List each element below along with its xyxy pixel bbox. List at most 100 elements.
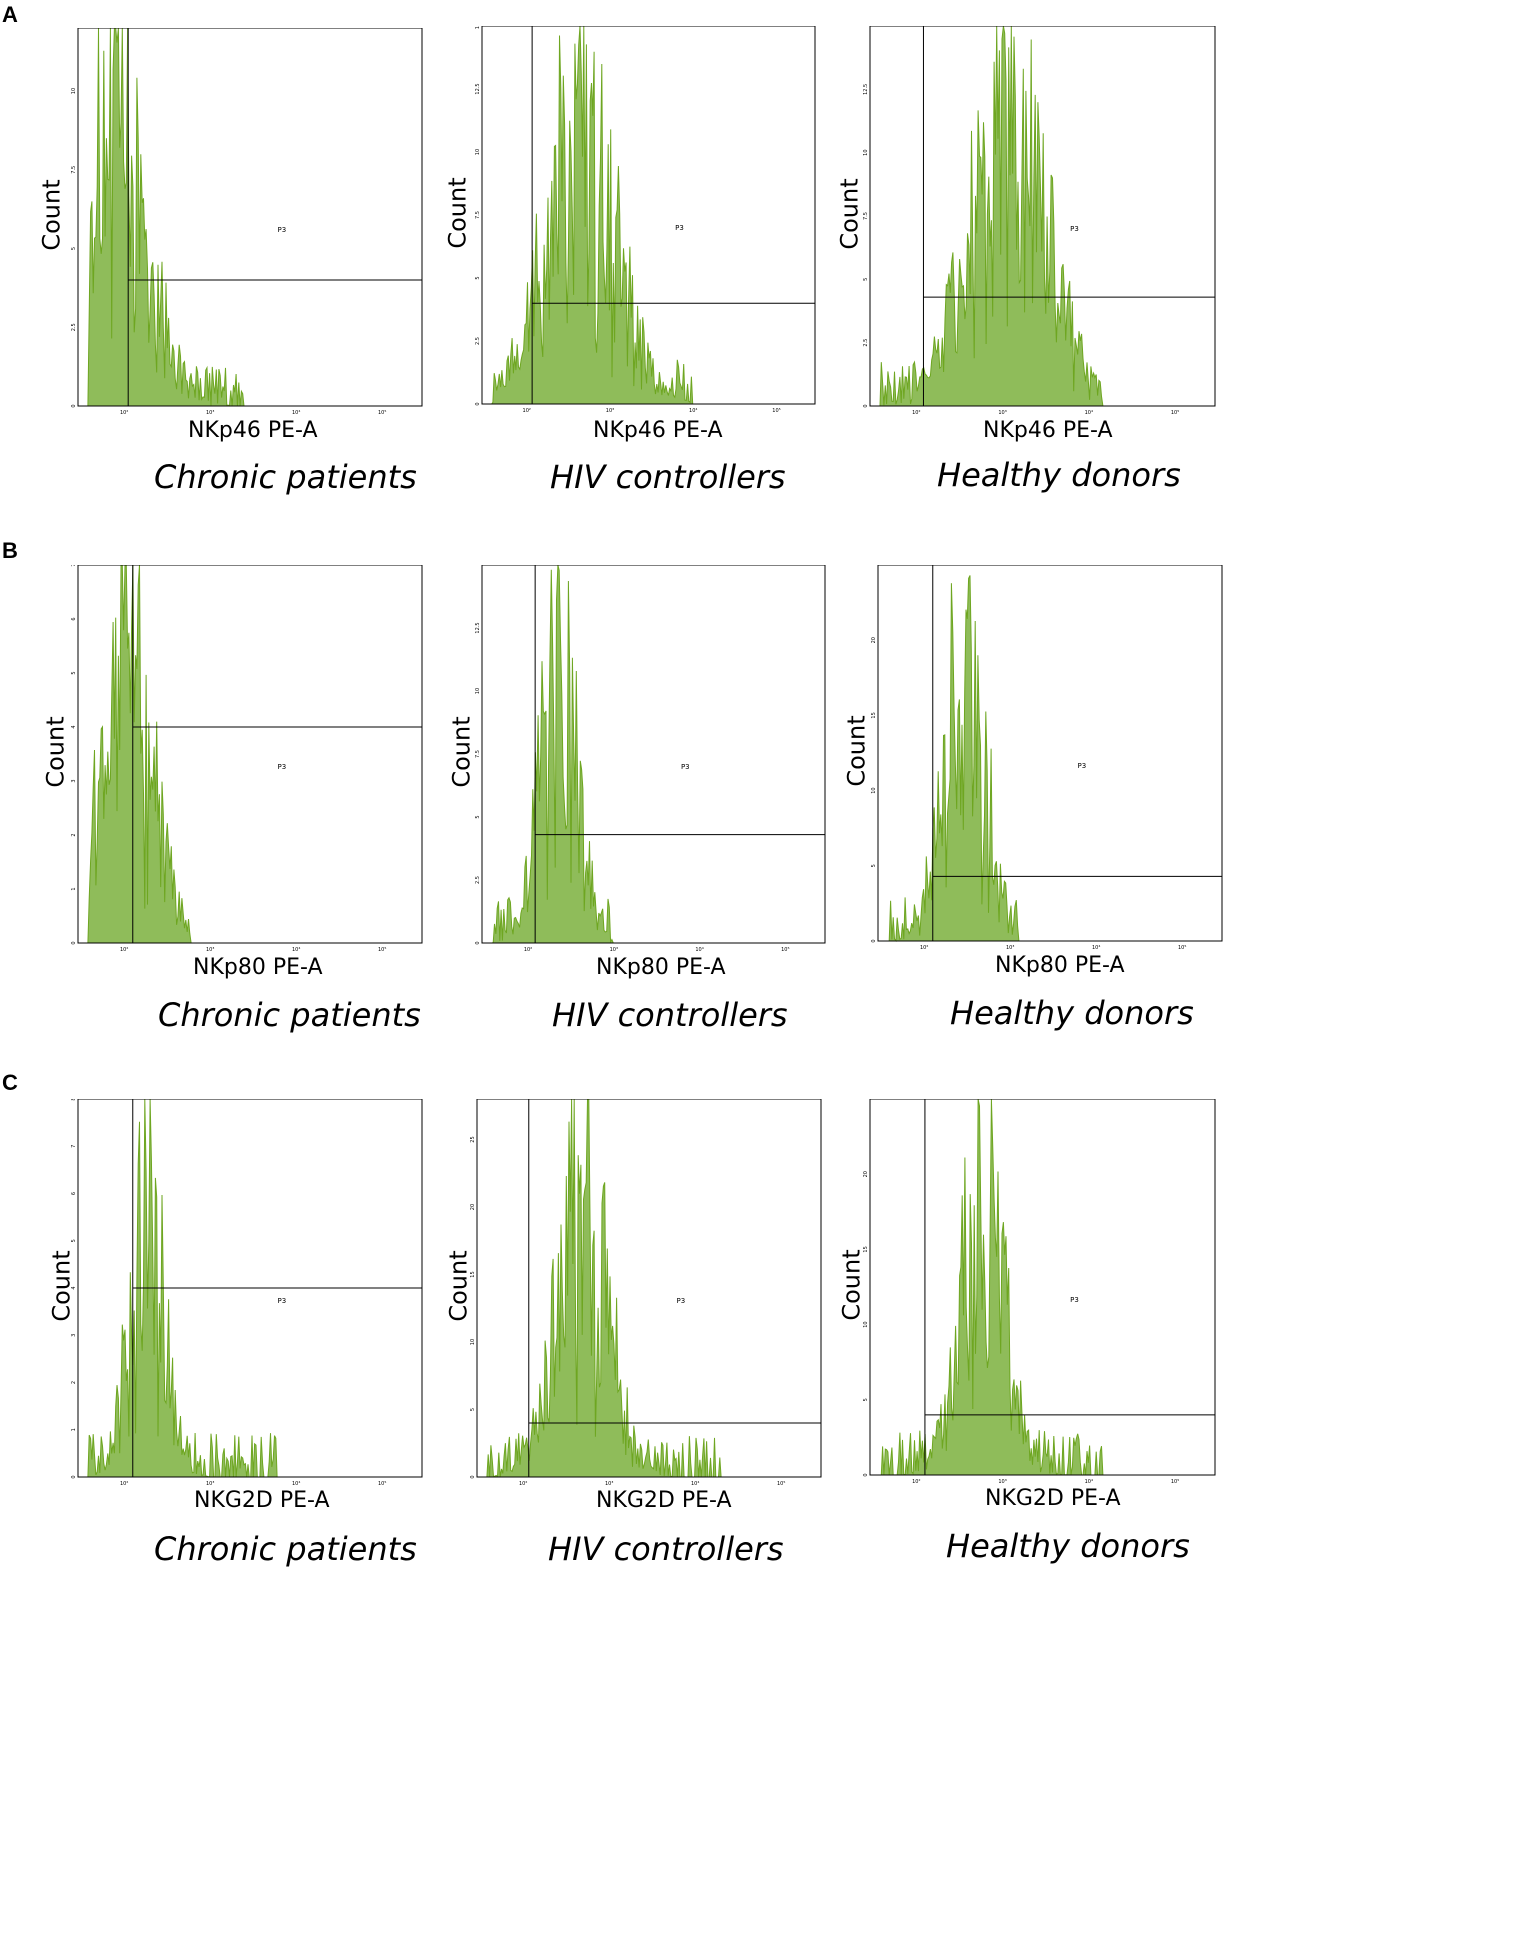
y-tick-label: 1 [71, 887, 77, 890]
y-tick-label: 7 [71, 1145, 77, 1148]
y-tick-label: 0 [475, 402, 481, 405]
gate-label: P3 [677, 1297, 686, 1305]
x-axis-label: NKp46 PE-A [188, 418, 318, 443]
y-tick-label: 2 [71, 833, 77, 836]
x-tick-label: 10² [120, 947, 128, 953]
gate-label: P3 [1070, 1296, 1079, 1304]
x-tick-label: 10⁴ [1092, 945, 1100, 951]
histogram-plot: P3 10² 10³ 10⁴ 10⁵ 0 2.5 5 7.5 10 12.5 15 [475, 26, 816, 414]
x-tick-label: 10⁵ [1171, 1479, 1179, 1485]
y-tick-label: 10 [475, 688, 481, 694]
y-tick-label: 15 [475, 26, 481, 29]
y-tick-label: 7.5 [475, 750, 481, 758]
gate-label: P3 [681, 763, 690, 771]
y-tick-label: 0 [863, 404, 869, 407]
y-tick-label: 5 [863, 278, 869, 281]
group-label: Chronic patients [158, 996, 421, 1034]
histogram-plot: P3 10² 10³ 10⁴ 10⁵ 0 1 2 3 4 5 6 7 [71, 565, 423, 953]
x-tick-label: 10⁴ [691, 1481, 699, 1487]
x-tick-label: 10³ [206, 947, 214, 953]
histogram-plot: P3 10² 10³ 10⁴ 10⁵ 0 5 10 15 20 [863, 1099, 1216, 1485]
y-tick-label: 2 [71, 1381, 77, 1384]
x-tick-label: 10⁴ [292, 1481, 300, 1487]
x-tick-label: 10⁵ [781, 947, 789, 953]
y-tick-label: 12.5 [475, 622, 481, 633]
y-tick-label: 20 [871, 637, 877, 643]
histogram-plot: P3 10² 10³ 10⁴ 10⁵ 0 2.5 5 7.5 10 [71, 28, 423, 416]
x-axis-label: NKp80 PE-A [596, 955, 726, 980]
y-tick-label: 6 [71, 617, 77, 620]
x-tick-label: 10⁴ [292, 410, 300, 416]
y-tick-label: 2.5 [71, 323, 77, 331]
plot-frame [481, 565, 826, 944]
x-axis-label: NKG2D PE-A [194, 1488, 330, 1513]
group-label: Healthy donors [950, 994, 1194, 1032]
y-tick-label: 3 [71, 779, 77, 782]
x-axis-label: NKp80 PE-A [995, 953, 1125, 978]
y-tick-label: 25 [470, 1136, 476, 1142]
x-tick-label: 10² [120, 410, 128, 416]
plot-frame [869, 26, 1216, 407]
y-tick-label: 5 [71, 671, 77, 674]
y-tick-label: 2.5 [863, 339, 869, 347]
histogram-area [78, 565, 422, 944]
histogram-plot: P3 10² 10³ 10⁴ 10⁵ 0 5 10 15 20 [871, 565, 1223, 951]
histogram-area [870, 1099, 1215, 1476]
plot-frame [481, 26, 816, 405]
x-axis-label: NKG2D PE-A [596, 1488, 732, 1513]
x-tick-label: 10⁴ [292, 947, 300, 953]
x-tick-label: 10⁵ [1178, 945, 1186, 951]
x-tick-label: 10³ [998, 410, 1006, 416]
y-tick-label: 6 [71, 1192, 77, 1195]
histogram-plot: P3 10² 10³ 10⁴ 10⁵ 0 2.5 5 7.5 10 12.5 [475, 565, 826, 953]
y-tick-label: 10 [475, 149, 481, 155]
histogram-plot: P3 10² 10³ 10⁴ 10⁵ 0 5 10 15 20 25 [470, 1099, 822, 1487]
group-label: HIV controllers [550, 458, 786, 496]
y-tick-label: 10 [71, 88, 77, 94]
y-tick-label: 0 [470, 1475, 476, 1478]
y-tick-label: 7.5 [863, 212, 869, 220]
row-label-a: A [2, 2, 18, 27]
y-tick-label: 5 [475, 276, 481, 279]
y-tick-label: 7.5 [71, 166, 77, 174]
gate-label: P3 [278, 226, 287, 234]
x-tick-label: 10⁵ [1171, 410, 1179, 416]
x-tick-label: 10⁵ [378, 947, 386, 953]
x-tick-label: 10² [523, 408, 531, 414]
y-tick-label: 0 [71, 1475, 77, 1478]
x-tick-label: 10³ [606, 408, 614, 414]
x-tick-label: 10⁵ [378, 410, 386, 416]
y-tick-label: 12.5 [863, 84, 869, 95]
y-tick-label: 1 [71, 1428, 77, 1431]
x-tick-label: 10² [524, 947, 532, 953]
x-tick-label: 10⁵ [772, 408, 780, 414]
x-axis-label: NKp80 PE-A [193, 955, 323, 980]
y-tick-label: 12.5 [475, 83, 481, 94]
y-tick-label: 0 [71, 404, 77, 407]
x-tick-label: 10⁵ [378, 1481, 386, 1487]
y-tick-label: 5 [475, 815, 481, 818]
group-label: Healthy donors [946, 1527, 1190, 1565]
x-tick-label: 10³ [605, 1481, 613, 1487]
histogram-plot: P3 10² 10³ 10⁴ 10⁵ 0 1 2 3 4 5 6 7 8 [71, 1099, 423, 1487]
y-tick-label: 5 [863, 1398, 869, 1401]
y-tick-label: 5 [470, 1408, 476, 1411]
y-tick-label: 0 [475, 941, 481, 944]
plot-frame [77, 565, 423, 944]
y-tick-label: 20 [863, 1171, 869, 1177]
y-tick-label: 10 [863, 1321, 869, 1327]
y-tick-label: 5 [71, 247, 77, 250]
histogram-area [870, 26, 1215, 407]
x-tick-label: 10² [912, 410, 920, 416]
y-tick-label: 7.5 [475, 211, 481, 219]
group-label: Healthy donors [937, 456, 1181, 494]
x-axis-label: NKp46 PE-A [983, 418, 1113, 443]
y-tick-label: 15 [470, 1271, 476, 1277]
y-tick-label: 10 [470, 1339, 476, 1345]
y-tick-label: 10 [871, 787, 877, 793]
x-axis-label: NKG2D PE-A [985, 1486, 1121, 1511]
group-label: HIV controllers [548, 1530, 784, 1568]
histogram-area [78, 28, 422, 407]
y-tick-label: 4 [71, 725, 77, 728]
x-tick-label: 10³ [1006, 945, 1014, 951]
